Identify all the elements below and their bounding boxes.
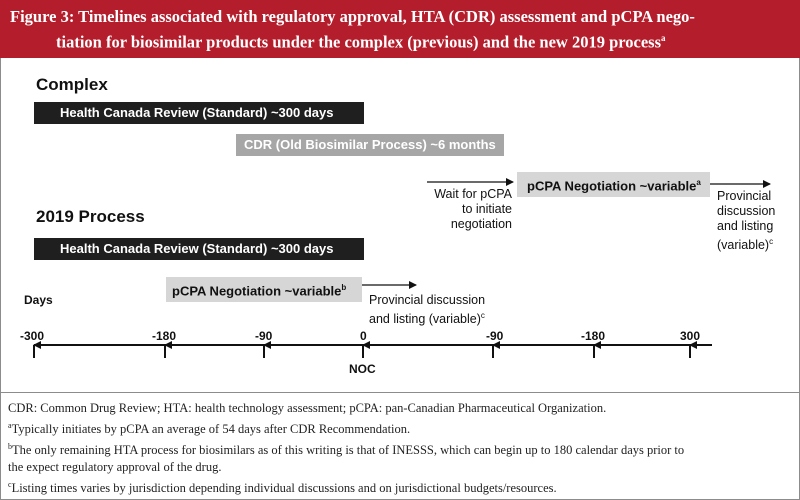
tick-label-zero: 0 [360,329,367,343]
tick-label-plus-90: -90 [486,329,504,343]
figure-title-line-2: tiation for biosimilar products under th… [56,32,666,52]
complex-pcpa-negotiation-bar: pCPA Negotiation ~variablea [517,172,710,198]
tick-label-minus-90: -90 [255,329,273,343]
section-label-2019-process: 2019 Process [36,207,145,226]
tick-label-plus-180: -180 [581,329,606,343]
complex-health-canada-review-bar: Health Canada Review (Standard) ~300 day… [34,102,364,124]
footnote-a: aTypically initiates by pCPA an average … [8,421,411,437]
title-footnote-mark: a [661,33,666,43]
footnotes: CDR: Common Drug Review; HTA: health tec… [8,400,794,497]
tick-markers [33,341,697,358]
noc-label: NOC [349,362,376,376]
footnote-c: cListing times varies by jurisdiction de… [8,480,557,496]
complex-provincial-listing-text: Provincial discussion and listing (varia… [717,189,776,253]
axis-days-label: Days [24,293,53,307]
tick-label-minus-300: -300 [20,329,45,343]
tick-label-minus-180: -180 [152,329,177,343]
section-label-complex: Complex [36,75,108,94]
2019-health-canada-review-bar: Health Canada Review (Standard) ~300 day… [34,238,364,260]
footnote-divider [0,392,800,393]
complex-cdr-bar: CDR (Old Biosimilar Process) ~6 months [236,134,504,156]
figure-title-line-1: Figure 3: Timelines associated with regu… [10,7,695,26]
2019-pcpa-negotiation-bar: pCPA Negotiation ~variableb [166,277,362,303]
footnote-b-continued: the expect regulatory approval of the dr… [8,460,222,475]
footnote-b: bThe only remaining HTA process for bios… [8,442,685,458]
tick-label-plus-300: 300 [680,329,701,343]
footnote-abbreviations: CDR: Common Drug Review; HTA: health tec… [8,401,607,415]
wait-for-pcpa-text: Wait for pCPA to initiate negotiation [434,187,512,231]
2019-provincial-listing-text: Provincial discussion and listing (varia… [369,293,486,327]
figure-header: Figure 3: Timelines associated with regu… [0,0,800,58]
